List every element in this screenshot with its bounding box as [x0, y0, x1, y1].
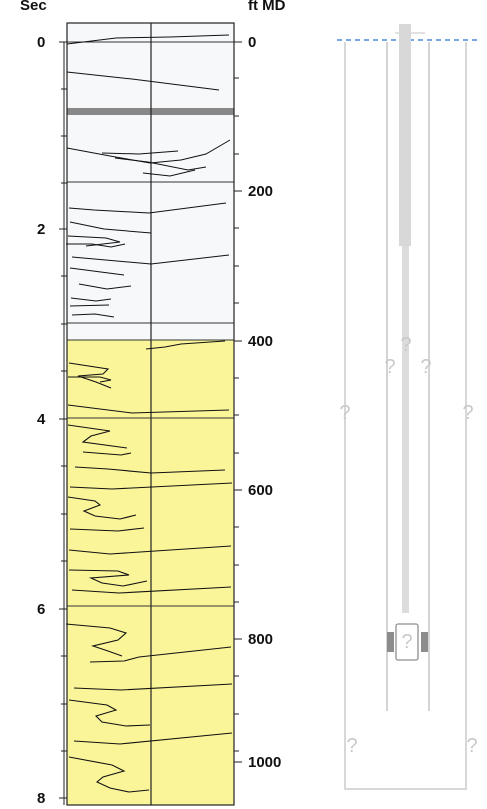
right-tick-label: 1000: [248, 754, 281, 771]
left-tick-label: 0: [37, 34, 45, 51]
right-tick-labels: 0 200 400 600 800 1000: [248, 34, 281, 771]
unknown-mark: ?: [400, 334, 411, 356]
left-tick-label: 6: [37, 601, 45, 618]
unknown-mark: ?: [401, 631, 412, 653]
right-tick-label: 0: [248, 34, 256, 51]
unknown-mark: ?: [339, 402, 350, 424]
right-tick-label: 400: [248, 333, 273, 350]
left-tick-labels: 0 2 4 6 8: [37, 34, 46, 807]
unknown-mark: ?: [420, 356, 431, 378]
right-axis: [234, 42, 242, 762]
right-tick-label: 200: [248, 183, 273, 200]
unknown-mark: ?: [346, 735, 357, 757]
right-tick-label: 600: [248, 482, 273, 499]
unknown-mark: ?: [466, 735, 477, 757]
well-schematic: [345, 24, 466, 789]
left-tick-label: 2: [37, 221, 45, 238]
unknown-mark: ?: [462, 402, 473, 424]
left-axis: [59, 42, 67, 805]
right-tick-label: 800: [248, 631, 273, 648]
unknown-mark: ?: [384, 356, 395, 378]
left-tick-label: 4: [37, 411, 46, 428]
left-tick-label: 8: [37, 790, 45, 807]
left-axis-title: Sec: [20, 0, 47, 14]
right-axis-title: ft MD: [248, 0, 286, 14]
